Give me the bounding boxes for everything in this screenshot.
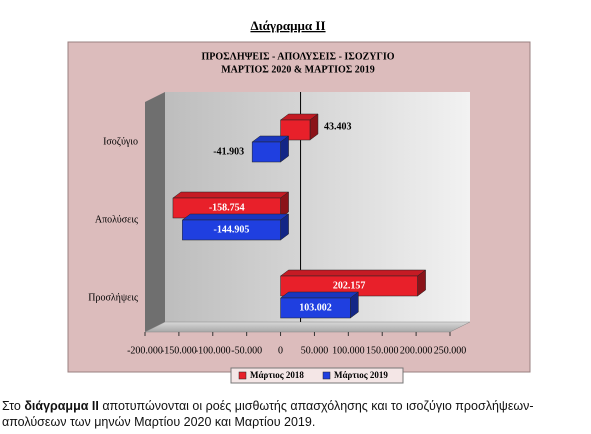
x-tick-label: -50.000: [231, 345, 262, 356]
x-tick-label: 150.000: [366, 345, 399, 356]
bar-top: [279, 269, 427, 277]
bar: [280, 119, 311, 141]
value-label: -144.905: [214, 224, 250, 235]
legend-label: Μάρτιος 2018: [250, 370, 304, 380]
bar-top: [181, 213, 290, 221]
y-tick-label: Ισοζύγιο: [103, 136, 138, 147]
value-label: 43.403: [324, 121, 352, 132]
bar: [251, 141, 281, 163]
chart-subtitle: ΜΑΡΤΙΟΣ 2020 & ΜΑΡΤΙΟΣ 2019: [221, 64, 375, 75]
legend: [230, 367, 404, 384]
y-tick-label: Προσλήψεις: [88, 292, 138, 303]
heading: Διάγραμμα ΙΙ: [250, 18, 325, 33]
value-label: 202.157: [333, 280, 366, 291]
x-tick-label: -200.000: [127, 345, 163, 356]
caption-bold: διάγραμμα ΙΙ: [24, 399, 99, 413]
chart: Διάγραμμα ΙΙ ΠΡΟΣΛΗΨΕΙΣ - ΑΠΟΛΥΣΕΙΣ - ΙΣ…: [67, 18, 531, 384]
value-label: -158.754: [209, 202, 245, 213]
back-wall: [165, 92, 470, 322]
x-tick-label: 100.000: [332, 345, 365, 356]
bar-top: [279, 291, 360, 299]
legend-swatch: [238, 371, 247, 380]
floor: [144, 321, 471, 333]
caption-text: αποτυπώνονται οι ροές μισθωτής απασχόλησ…: [2, 399, 534, 429]
x-tick-label: 250.000: [434, 345, 467, 356]
bar: [182, 219, 281, 241]
x-tick-label: -100.000: [195, 345, 231, 356]
bar: [280, 297, 351, 319]
chart-title: ΠΡΟΣΛΗΨΕΙΣ - ΑΠΟΛΥΣΕΙΣ - ΙΣΟΖΥΓΙΟ: [201, 51, 394, 62]
legend-swatch: [322, 371, 331, 380]
legend-label: Μάρτιος 2019: [334, 370, 388, 380]
bar-top: [172, 191, 290, 199]
x-tick-label: 200.000: [400, 345, 433, 356]
side-wall: [145, 92, 165, 332]
caption: Στο διάγραμμα ΙΙ αποτυπώνονται οι ροές μ…: [2, 398, 587, 430]
x-tick-label: -150.000: [161, 345, 197, 356]
value-label: -41.903: [213, 146, 244, 157]
y-tick-label: Απολύσεις: [95, 214, 138, 225]
x-tick-label: 0: [278, 345, 283, 356]
caption-text: Στο: [2, 399, 25, 413]
value-label: 103.002: [299, 302, 332, 313]
x-tick-label: 50.000: [301, 345, 329, 356]
